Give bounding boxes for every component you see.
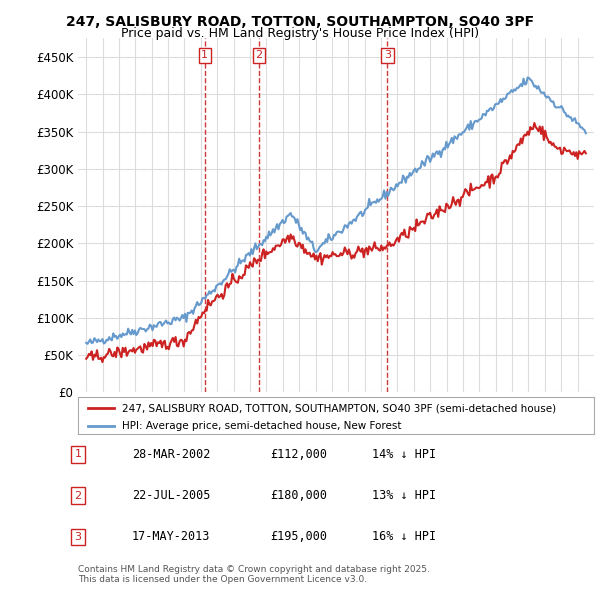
Text: Contains HM Land Registry data © Crown copyright and database right 2025.
This d: Contains HM Land Registry data © Crown c… [78,565,430,584]
Text: 1: 1 [74,450,82,459]
Text: 16% ↓ HPI: 16% ↓ HPI [372,530,436,543]
Text: 247, SALISBURY ROAD, TOTTON, SOUTHAMPTON, SO40 3PF: 247, SALISBURY ROAD, TOTTON, SOUTHAMPTON… [66,15,534,29]
Text: 2: 2 [74,491,82,500]
Text: 247, SALISBURY ROAD, TOTTON, SOUTHAMPTON, SO40 3PF (semi-detached house): 247, SALISBURY ROAD, TOTTON, SOUTHAMPTON… [122,403,556,413]
Text: HPI: Average price, semi-detached house, New Forest: HPI: Average price, semi-detached house,… [122,421,401,431]
Text: 3: 3 [74,532,82,542]
Text: 22-JUL-2005: 22-JUL-2005 [132,489,211,502]
Text: 1: 1 [201,51,208,61]
Text: 14% ↓ HPI: 14% ↓ HPI [372,448,436,461]
Text: 28-MAR-2002: 28-MAR-2002 [132,448,211,461]
Text: £112,000: £112,000 [270,448,327,461]
Text: 17-MAY-2013: 17-MAY-2013 [132,530,211,543]
Text: 3: 3 [384,51,391,61]
Text: 2: 2 [256,51,263,61]
Text: 13% ↓ HPI: 13% ↓ HPI [372,489,436,502]
Text: £195,000: £195,000 [270,530,327,543]
Text: £180,000: £180,000 [270,489,327,502]
Text: Price paid vs. HM Land Registry's House Price Index (HPI): Price paid vs. HM Land Registry's House … [121,27,479,40]
